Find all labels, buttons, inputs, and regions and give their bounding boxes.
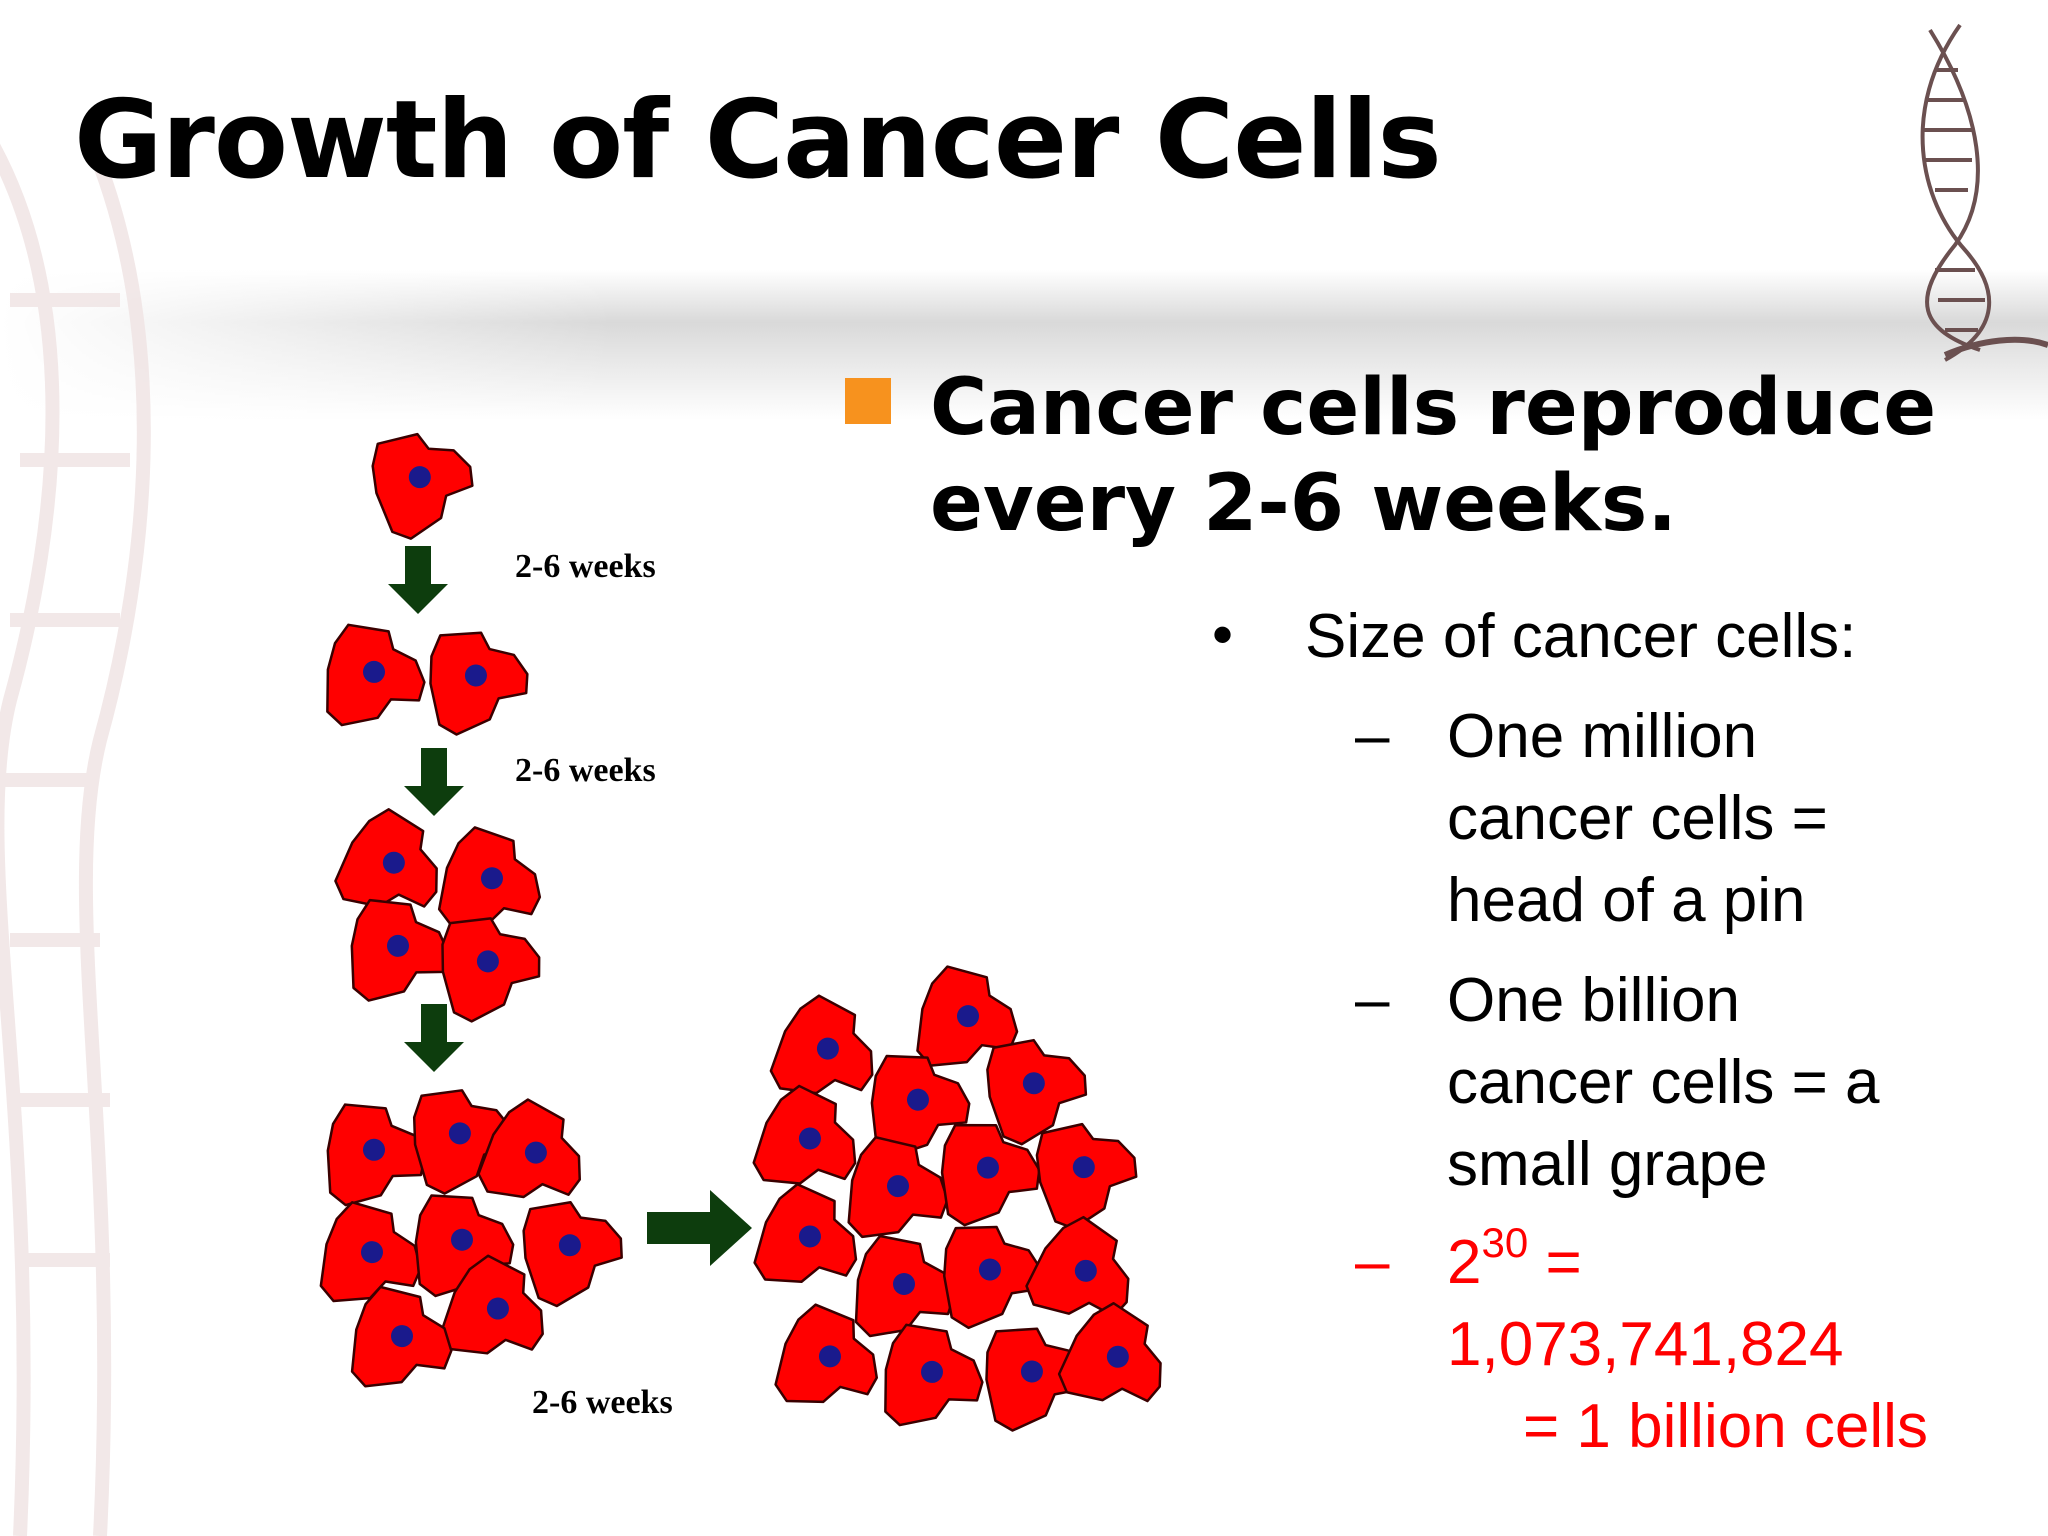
cell-nucleus bbox=[382, 851, 405, 874]
cancer-cell bbox=[1025, 1215, 1130, 1318]
details-heading: Size of cancer cells: bbox=[1305, 602, 1857, 671]
power-exponent: 30 bbox=[1481, 1219, 1529, 1266]
cancer-cell bbox=[1035, 1122, 1138, 1230]
cancer-cell bbox=[350, 898, 451, 1002]
dash-bullet-icon: – bbox=[1355, 965, 1390, 1034]
cell-nucleus bbox=[976, 1156, 999, 1179]
cell-nucleus bbox=[390, 1325, 413, 1348]
cell-nucleus bbox=[464, 664, 487, 687]
cell-nucleus bbox=[1072, 1156, 1095, 1179]
cancer-cell bbox=[429, 631, 529, 736]
cell-nucleus bbox=[476, 950, 499, 973]
faded-dna-decoration bbox=[0, 137, 151, 1536]
cancer-cell bbox=[440, 1254, 544, 1355]
down-arrow-icon bbox=[404, 1004, 464, 1072]
cancer-cell bbox=[986, 1038, 1088, 1146]
cancer-cell bbox=[1057, 1302, 1162, 1403]
cell-nucleus bbox=[818, 1345, 841, 1368]
cancer-cell bbox=[441, 917, 541, 1023]
cancer-cell bbox=[522, 1200, 623, 1308]
cancer-cell bbox=[414, 1194, 515, 1298]
power-expression: 230 = bbox=[1447, 1222, 2027, 1304]
cancer-cell bbox=[371, 432, 474, 540]
cancer-cell bbox=[350, 1285, 453, 1388]
interval-label: 2-6 weeks bbox=[515, 548, 656, 585]
cancer-cell bbox=[437, 826, 542, 927]
dot-bullet-icon: • bbox=[1212, 601, 1234, 668]
detail-item-power: 230 = 1,073,741,824 = 1 billion cells bbox=[1447, 1222, 2027, 1468]
right-arrow-icon bbox=[647, 1190, 752, 1266]
cell-nucleus bbox=[920, 1360, 943, 1383]
interval-label: 2-6 weeks bbox=[515, 752, 656, 789]
cell-nucleus bbox=[408, 466, 431, 489]
cell-nucleus bbox=[1022, 1072, 1045, 1095]
cell-nucleus bbox=[798, 1127, 821, 1150]
cell-nucleus bbox=[450, 1228, 473, 1251]
cancer-cell bbox=[916, 965, 1019, 1067]
detail-item-million: One million cancer cells = head of a pin bbox=[1447, 702, 1828, 935]
cancer-cell bbox=[477, 1098, 581, 1199]
dash-bullet-icon: – bbox=[1355, 701, 1390, 770]
cell-nucleus bbox=[362, 660, 385, 683]
cancer-cell bbox=[753, 1183, 858, 1283]
cancer-cell bbox=[870, 1054, 971, 1158]
cell-nucleus bbox=[886, 1175, 909, 1198]
cancer-cell bbox=[985, 1327, 1085, 1432]
down-arrow-icon bbox=[388, 546, 448, 614]
cell-nucleus bbox=[893, 1273, 915, 1295]
main-point: Cancer cells reproduce every 2-6 weeks. bbox=[930, 363, 1937, 549]
dna-helix-icon bbox=[1920, 23, 2048, 362]
cancer-cell bbox=[854, 1234, 956, 1338]
down-arrow-icon bbox=[404, 748, 464, 816]
cancer-cell bbox=[940, 1123, 1041, 1227]
cancer-cell bbox=[769, 994, 874, 1095]
power-equals: = bbox=[1545, 1228, 1582, 1297]
cell-nucleus bbox=[486, 1297, 509, 1320]
cancer-cell bbox=[326, 623, 426, 727]
detail-item-billion: One billion cancer cells = a small grape bbox=[1447, 966, 1880, 1199]
cell-nucleus bbox=[524, 1141, 547, 1164]
cell-nucleus bbox=[906, 1088, 929, 1111]
cancer-cell bbox=[847, 1136, 949, 1239]
cell-nucleus bbox=[448, 1122, 471, 1145]
cell-nucleus bbox=[978, 1258, 1001, 1281]
cell-nucleus bbox=[1074, 1259, 1097, 1282]
power-base: 2 bbox=[1447, 1228, 1482, 1297]
power-result: = 1 billion cells bbox=[1523, 1392, 1928, 1461]
interval-label: 2-6 weeks bbox=[532, 1384, 673, 1421]
slide-title: Growth of Cancer Cells bbox=[74, 78, 1442, 203]
cell-nucleus bbox=[558, 1234, 581, 1257]
cancer-cell bbox=[884, 1323, 984, 1427]
cancer-cell bbox=[326, 1103, 427, 1207]
cell-nucleus bbox=[816, 1037, 839, 1060]
cancer-cell bbox=[942, 1225, 1043, 1330]
cell-nucleus bbox=[798, 1225, 821, 1248]
square-bullet-icon bbox=[845, 378, 891, 424]
cancer-cell bbox=[412, 1089, 513, 1195]
cancer-cell bbox=[774, 1303, 879, 1404]
cell-nucleus bbox=[956, 1005, 979, 1028]
cancer-cell bbox=[752, 1084, 857, 1185]
cell-nucleus bbox=[386, 934, 409, 957]
cancer-cell bbox=[334, 808, 438, 908]
cell-nucleus bbox=[362, 1138, 385, 1161]
cell-nucleus bbox=[1020, 1360, 1043, 1383]
dash-bullet-icon: – bbox=[1355, 1227, 1390, 1296]
cancer-cell bbox=[319, 1201, 423, 1303]
cell-nucleus bbox=[1106, 1345, 1129, 1368]
power-value: 1,073,741,824 bbox=[1447, 1310, 1844, 1379]
cell-nucleus bbox=[360, 1241, 383, 1264]
cell-nucleus bbox=[480, 867, 503, 890]
